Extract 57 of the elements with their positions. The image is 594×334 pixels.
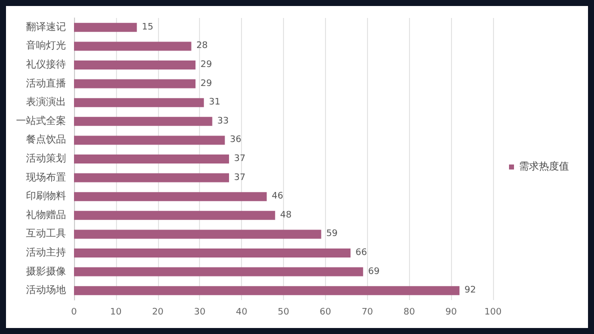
bar — [74, 267, 364, 276]
data-label: 37 — [234, 154, 246, 164]
y-tick-label: 翻译速记 — [26, 20, 66, 33]
data-label: 37 — [234, 172, 246, 183]
y-tick-label: 活动主持 — [26, 246, 66, 258]
data-label: 28 — [196, 41, 208, 52]
y-tick-label: 摄影摄像 — [26, 265, 66, 278]
bar — [74, 192, 267, 202]
data-label: 15 — [142, 22, 154, 32]
data-label: 59 — [326, 229, 338, 240]
data-label: 48 — [280, 210, 292, 220]
bar — [74, 42, 192, 51]
x-tick-label: 60 — [320, 308, 332, 318]
x-tick-label: 80 — [403, 308, 416, 318]
bar — [74, 22, 137, 32]
data-label: 92 — [464, 286, 476, 296]
bar — [74, 116, 212, 126]
x-tick-label: 90 — [445, 308, 458, 318]
y-tick-label: 礼仪接待 — [26, 58, 66, 70]
x-tick-label: 40 — [236, 308, 248, 318]
bar — [74, 248, 351, 258]
bar — [74, 230, 322, 239]
y-tick-label: 印刷物料 — [26, 190, 66, 202]
y-tick-label: 活动策划 — [26, 152, 66, 164]
bar — [74, 136, 225, 145]
bar — [74, 173, 230, 182]
y-tick-label: 音响灯光 — [26, 40, 66, 52]
x-tick-label: 20 — [152, 308, 164, 318]
data-label: 66 — [356, 248, 368, 258]
data-label: 29 — [200, 60, 212, 70]
y-tick-label: 表演演出 — [26, 96, 66, 108]
data-label: 31 — [208, 98, 220, 108]
y-tick-label: 一站式全案 — [16, 114, 66, 127]
bar — [74, 79, 196, 88]
bar — [74, 60, 196, 70]
legend-label: 需求热度值 — [519, 160, 569, 172]
data-label: 46 — [272, 192, 284, 202]
x-tick-label: 70 — [362, 308, 374, 318]
data-label: 33 — [217, 116, 229, 126]
bar — [74, 210, 276, 220]
x-tick-label: 30 — [194, 308, 206, 318]
y-tick-label: 现场布置 — [26, 171, 66, 184]
x-tick-label: 10 — [110, 308, 122, 318]
bar — [74, 98, 204, 108]
data-label: 36 — [230, 135, 242, 146]
bar — [74, 286, 460, 296]
y-tick-label: 互动工具 — [26, 228, 66, 240]
y-tick-label: 餐点饮品 — [26, 134, 66, 146]
x-tick-label: 50 — [278, 308, 290, 318]
data-label: 29 — [200, 78, 212, 89]
y-tick-label: 活动场地 — [26, 284, 66, 296]
x-tick-label: 0 — [71, 308, 78, 318]
bar — [74, 154, 230, 164]
x-tick-label: 100 — [484, 308, 502, 318]
y-tick-label: 活动直播 — [26, 77, 66, 90]
data-label: 69 — [368, 266, 380, 277]
y-tick-label: 礼物赠品 — [26, 208, 66, 221]
